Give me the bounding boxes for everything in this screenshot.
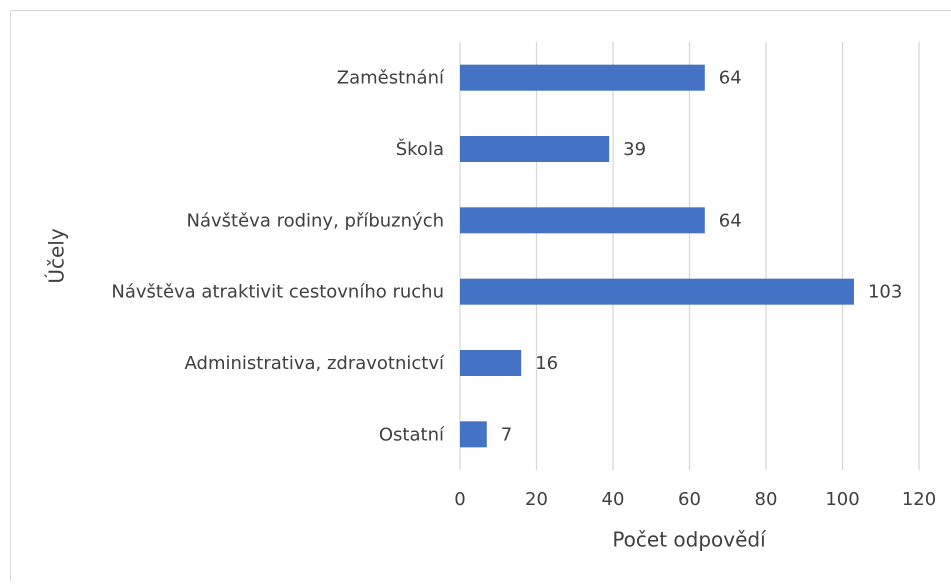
data-label: 39 <box>623 139 646 160</box>
x-tick-label: 100 <box>825 489 859 510</box>
data-label: 103 <box>868 282 902 303</box>
x-tick-label: 80 <box>755 489 778 510</box>
y-tick-label: Návštěva rodiny, příbuzných <box>187 210 444 231</box>
bar <box>460 350 521 376</box>
x-tick-label: 60 <box>678 489 701 510</box>
bar <box>460 65 705 91</box>
bar <box>460 421 487 447</box>
bar <box>460 207 705 233</box>
bar <box>460 279 854 305</box>
x-tick-label: 120 <box>902 489 936 510</box>
bar <box>460 136 609 162</box>
x-tick-label: 40 <box>602 489 625 510</box>
x-tick-label: 20 <box>525 489 548 510</box>
y-tick-label: Ostatní <box>379 424 445 445</box>
data-label: 64 <box>719 68 742 89</box>
y-tick-label: Škola <box>396 138 444 160</box>
x-tick-label: 0 <box>454 489 465 510</box>
data-label: 16 <box>535 353 558 374</box>
x-axis-title: Počet odpovědí <box>612 528 767 552</box>
data-label: 7 <box>501 424 512 445</box>
y-tick-label: Administrativa, zdravotnictví <box>185 353 445 374</box>
y-axis-title: Účely <box>45 228 69 283</box>
y-tick-label: Návštěva atraktivit cestovního ruchu <box>111 282 444 303</box>
data-label: 64 <box>719 210 742 231</box>
y-tick-label: Zaměstnání <box>337 68 445 89</box>
